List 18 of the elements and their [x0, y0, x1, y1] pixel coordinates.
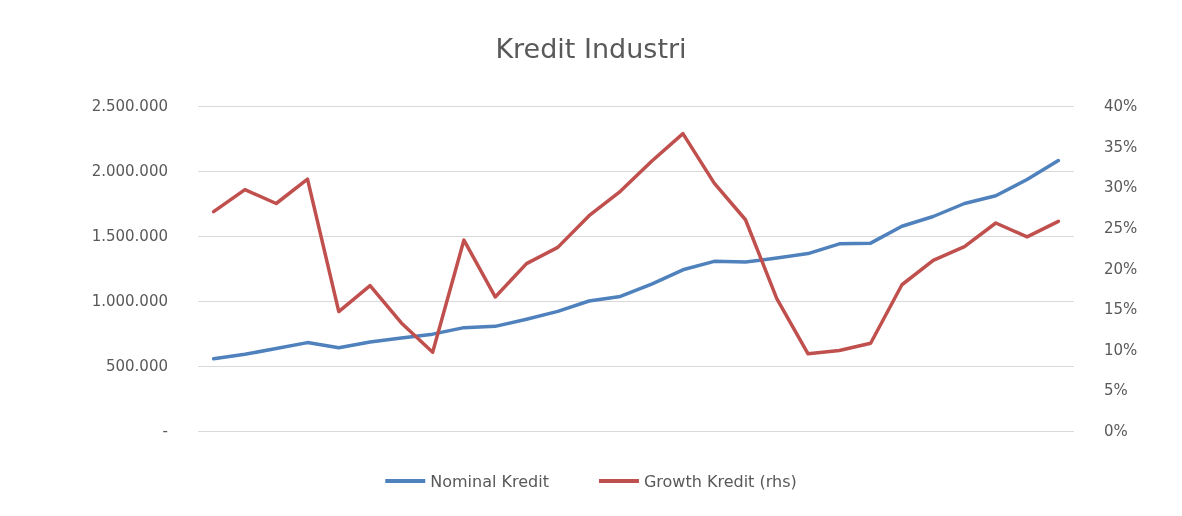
legend-label: Nominal Kredit [430, 471, 549, 491]
y2-tick-label: 15% [1104, 300, 1138, 319]
y-tick-label: 2.500.000 [91, 97, 168, 115]
y2-tick-label: 5% [1104, 381, 1128, 400]
y2-tick-label: 35% [1104, 137, 1138, 156]
y-tick-label: 500.000 [105, 357, 168, 375]
y2-tick-label: 40% [1104, 97, 1138, 115]
y-tick-label: - [162, 422, 168, 440]
legend-label: Growth Kredit (rhs) [643, 471, 797, 491]
y2-tick-label: 20% [1104, 259, 1138, 278]
y-tick-label: 2.000.000 [91, 162, 168, 180]
y2-tick-label: 30% [1104, 178, 1138, 197]
y-tick-label: 1.000.000 [91, 292, 168, 310]
chart-title: Kredit Industri [495, 33, 687, 64]
y2-tick-label: 25% [1104, 218, 1138, 237]
y2-tick-label: 0% [1104, 422, 1128, 440]
y2-tick-label: 10% [1104, 340, 1138, 359]
y-tick-label: 1.500.000 [91, 227, 168, 245]
